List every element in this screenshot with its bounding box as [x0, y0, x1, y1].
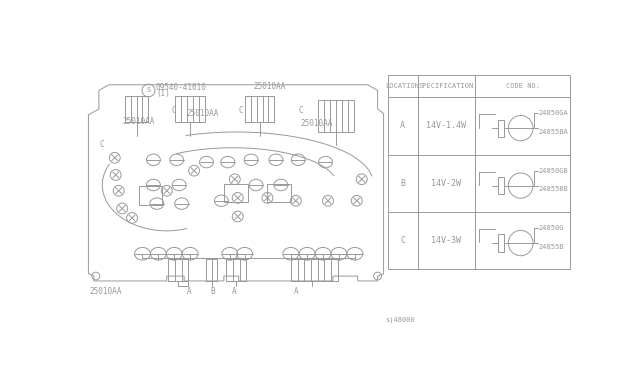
Bar — [138, 186, 163, 205]
Text: A: A — [187, 287, 191, 296]
Text: CODE NO.: CODE NO. — [506, 83, 540, 89]
Bar — [168, 259, 188, 281]
Text: 14V-2W: 14V-2W — [431, 179, 461, 188]
Text: C: C — [172, 106, 177, 115]
Text: 24855B: 24855B — [538, 244, 564, 250]
Text: 24850GA: 24850GA — [538, 110, 568, 116]
Text: C: C — [298, 106, 303, 115]
Text: S: S — [147, 87, 150, 93]
Text: s)48000: s)48000 — [385, 316, 415, 323]
Text: 14V-3W: 14V-3W — [431, 236, 461, 245]
Bar — [498, 119, 504, 137]
Text: 24850G: 24850G — [538, 225, 564, 231]
Bar — [207, 259, 218, 281]
Bar — [291, 259, 338, 281]
Text: 25010AA: 25010AA — [187, 109, 219, 118]
Text: 24855BB: 24855BB — [538, 186, 568, 192]
Bar — [268, 183, 291, 202]
Bar — [498, 234, 504, 252]
Text: B: B — [211, 287, 215, 296]
Text: B: B — [400, 179, 405, 188]
Text: 25010AA: 25010AA — [301, 119, 333, 128]
Text: C: C — [100, 140, 104, 150]
Text: C: C — [400, 236, 405, 245]
Bar — [224, 183, 248, 202]
Bar — [175, 96, 205, 122]
Text: 25010AA: 25010AA — [122, 118, 154, 126]
Text: 25010AA: 25010AA — [90, 287, 122, 296]
Bar — [318, 100, 354, 132]
Text: SPECIFICATION: SPECIFICATION — [419, 83, 474, 89]
Text: 24855BA: 24855BA — [538, 129, 568, 135]
Bar — [227, 259, 246, 281]
Text: 25010AA: 25010AA — [253, 82, 286, 91]
Text: 09540-41610: 09540-41610 — [156, 83, 207, 92]
Bar — [388, 75, 570, 269]
Text: A: A — [400, 121, 405, 130]
Text: A: A — [294, 287, 298, 296]
Text: C: C — [239, 106, 243, 115]
Text: LOCATION: LOCATION — [385, 83, 420, 89]
Text: (I): (I) — [156, 89, 170, 98]
Text: 14V-1.4W: 14V-1.4W — [426, 121, 467, 130]
Text: A: A — [232, 287, 236, 296]
Bar — [498, 177, 504, 194]
Bar — [244, 96, 275, 122]
Text: 24850GB: 24850GB — [538, 168, 568, 174]
Bar — [125, 96, 148, 122]
